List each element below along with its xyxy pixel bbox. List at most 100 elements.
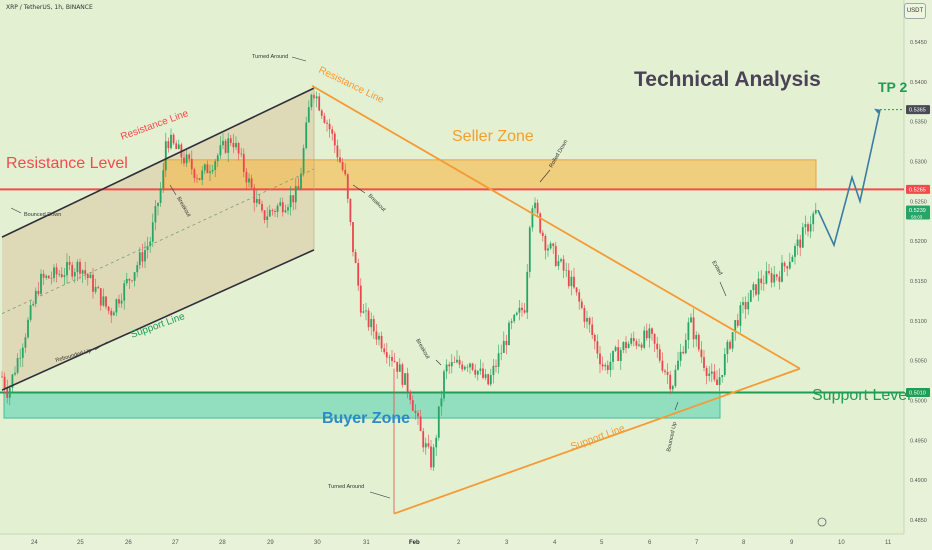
candle-body — [359, 285, 362, 313]
x-tick-label: 28 — [219, 540, 226, 546]
candle-body — [193, 169, 196, 179]
x-tick-label: 5 — [600, 540, 604, 546]
candle-body — [578, 292, 581, 302]
x-tick-label: 26 — [125, 540, 132, 546]
candle-body — [261, 203, 263, 211]
candle-body — [42, 273, 45, 278]
candle-body — [710, 371, 713, 374]
currency-badge[interactable]: USDT — [904, 3, 926, 19]
candle-body — [411, 400, 414, 411]
candle-body — [209, 171, 211, 174]
candle-body — [344, 169, 347, 175]
candle-body — [157, 202, 159, 207]
candle-body — [63, 275, 66, 277]
y-tick-label: 0.5450 — [910, 40, 927, 46]
candle-body — [201, 170, 204, 180]
candle-body — [146, 246, 149, 251]
candle-body — [307, 107, 310, 123]
candle-body — [809, 224, 812, 232]
candle-body — [248, 178, 250, 183]
candle-body — [40, 273, 42, 294]
channel-upper-line — [1, 87, 315, 238]
candle-body — [762, 283, 765, 284]
candle-body — [723, 354, 726, 376]
candle-body — [323, 115, 326, 123]
candle-body — [118, 299, 120, 304]
candle-body — [796, 239, 799, 246]
candle-body — [263, 210, 266, 220]
candle-body — [378, 335, 380, 340]
y-tick-label: 0.5300 — [910, 159, 927, 165]
candle-body — [372, 319, 375, 332]
candle-body — [354, 252, 357, 264]
candle-body — [162, 170, 165, 189]
tag-current: 0.5239 — [909, 208, 926, 214]
candle-body — [536, 202, 539, 214]
candle-body — [726, 341, 729, 355]
candle-body — [37, 290, 40, 294]
candle-body — [388, 356, 391, 358]
candle-body — [500, 352, 503, 354]
buyer-zone — [3, 392, 721, 419]
candle-body — [99, 288, 102, 306]
candle-body — [214, 161, 217, 170]
candle-body — [575, 287, 578, 293]
candle-body — [640, 344, 643, 348]
label-seller-zone: Seller Zone — [452, 128, 534, 145]
y-tick-label: 0.5100 — [910, 319, 927, 325]
candle-body — [801, 227, 804, 248]
tag-resistance: 0.5265 — [909, 187, 926, 193]
projection-path — [817, 109, 881, 248]
candle-body — [794, 245, 796, 257]
candle-body — [544, 236, 547, 251]
candle-body — [222, 140, 224, 146]
arrow-bounced-up — [674, 401, 679, 411]
candle-body — [807, 224, 809, 232]
x-tick-label: 27 — [172, 540, 179, 546]
candle-body — [144, 250, 146, 262]
candle-body — [609, 361, 612, 371]
candle-body — [398, 364, 401, 372]
candle-body — [47, 275, 50, 279]
candle-body — [651, 328, 653, 334]
title-technical-analysis: Technical Analysis — [634, 68, 821, 91]
candle-body — [484, 374, 487, 378]
candle-body — [596, 341, 599, 354]
candle-body — [492, 365, 495, 376]
candle-body — [3, 376, 6, 388]
candle-body — [612, 350, 614, 362]
candle-body — [713, 371, 716, 380]
candle-body — [224, 140, 227, 153]
x-tick-label: 7 — [695, 540, 699, 546]
candle-body — [385, 352, 388, 358]
candle-body — [409, 392, 412, 401]
candle-body — [183, 157, 185, 164]
candle-body — [300, 173, 302, 190]
candle-body — [94, 287, 97, 292]
candle-body — [253, 187, 256, 203]
candle-body — [482, 368, 484, 378]
candle-body — [531, 208, 534, 228]
candle-body — [508, 322, 510, 346]
candle-body — [391, 356, 393, 361]
candle-body — [443, 371, 445, 399]
candle-body — [53, 267, 55, 278]
candle-body — [151, 222, 154, 242]
candle-body — [255, 198, 258, 203]
candle-body — [513, 314, 516, 322]
candle-body — [453, 362, 456, 363]
candle-body — [661, 360, 664, 371]
candle-body — [747, 301, 750, 310]
candle-body — [534, 202, 536, 209]
candle-body — [198, 178, 201, 180]
candle-body — [552, 243, 555, 246]
arrow-bounced-down — [10, 207, 22, 214]
candle-body — [341, 162, 344, 170]
candle-body — [697, 334, 700, 350]
tag-current-sub: 58:03 — [911, 215, 923, 220]
candle-body — [188, 154, 191, 159]
label-turned-around-top: Turned Around — [252, 54, 288, 60]
candle-body — [627, 343, 630, 349]
candle-body — [97, 287, 100, 289]
